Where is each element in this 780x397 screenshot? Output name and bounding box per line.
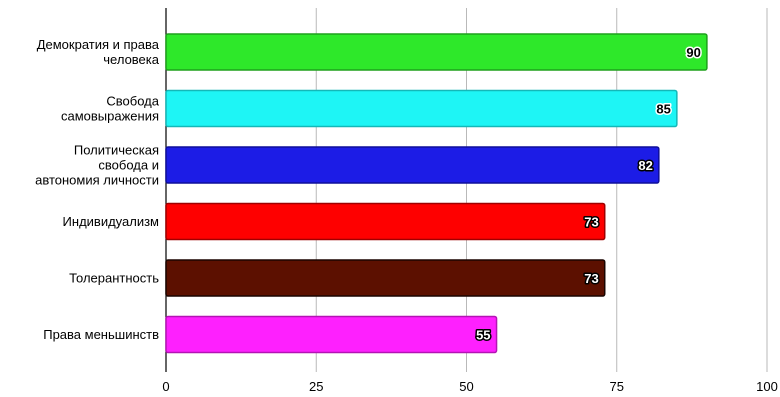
data-label: 85 bbox=[656, 102, 670, 117]
x-axis-ticks: 0 25 50 75 100 bbox=[162, 379, 777, 394]
bars: 90 85 82 73 73 55 bbox=[165, 33, 708, 354]
x-tick-label: 25 bbox=[309, 379, 323, 394]
x-tick-label: 0 bbox=[162, 379, 169, 394]
data-label: 73 bbox=[584, 271, 598, 286]
x-tick-label: 50 bbox=[459, 379, 473, 394]
data-label: 55 bbox=[476, 328, 490, 343]
x-tick-label: 100 bbox=[756, 379, 778, 394]
bar bbox=[165, 33, 708, 71]
bar bbox=[165, 259, 606, 297]
category-labels: Демократия и права человека Свобода самовыр… bbox=[35, 37, 160, 342]
category-label: Индивидуализм bbox=[63, 214, 160, 229]
bar bbox=[165, 89, 678, 128]
category-label: Политическая свобода и автономия личности bbox=[35, 143, 159, 188]
bar bbox=[165, 202, 606, 241]
data-label: 82 bbox=[638, 158, 652, 173]
category-label: Права меньшинств bbox=[43, 327, 159, 342]
data-label: 73 bbox=[584, 215, 598, 230]
category-label: Свобода самовыражения bbox=[61, 94, 160, 124]
bar bbox=[165, 146, 660, 184]
bar bbox=[165, 315, 498, 354]
category-label: Толерантность bbox=[69, 271, 159, 286]
x-tick-label: 75 bbox=[610, 379, 624, 394]
category-label: Демократия и права человека bbox=[37, 37, 160, 67]
data-label: 90 bbox=[686, 45, 700, 60]
